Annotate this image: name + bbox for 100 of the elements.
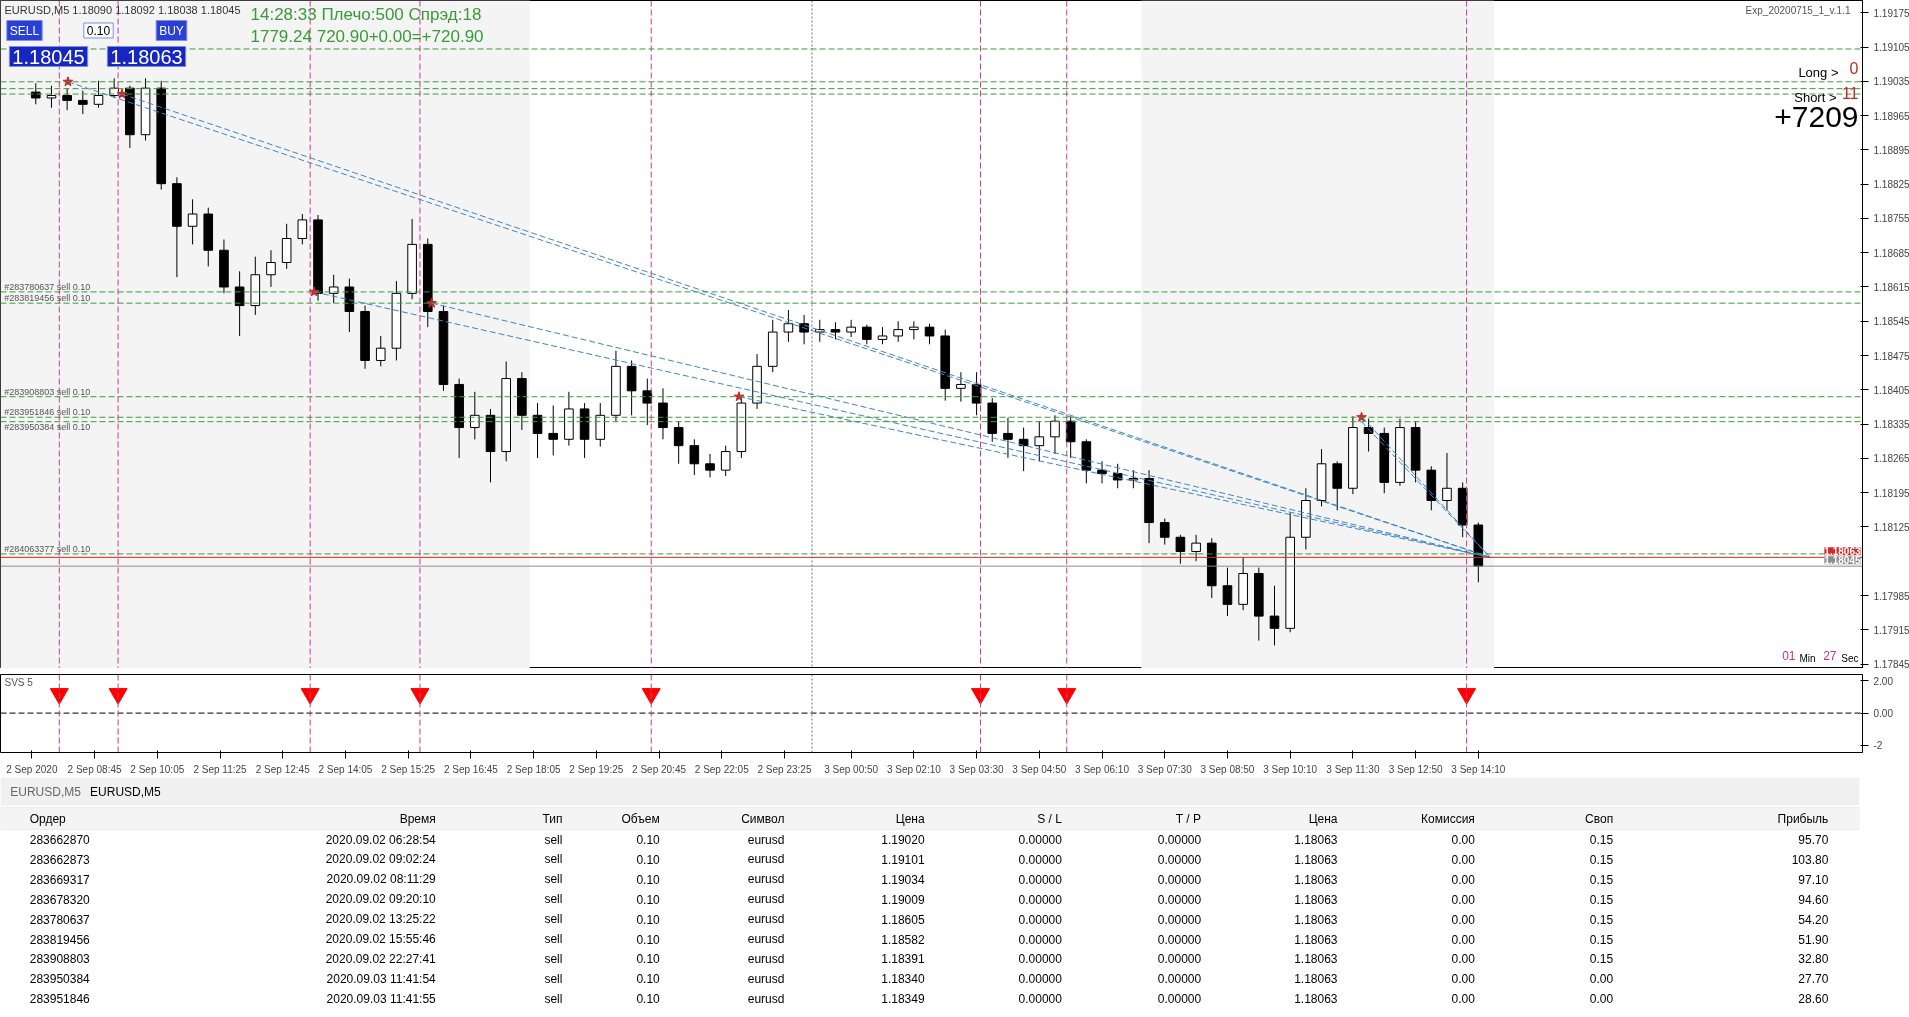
text: 0.00 — [1451, 852, 1476, 867]
x-tick-label: 3 Sep 14:10 — [1451, 763, 1506, 775]
text: 0.00 — [1451, 872, 1476, 887]
ref-line-label: #283908803 sell 0.10 — [4, 386, 91, 397]
text: sell — [544, 912, 563, 927]
text: Цена — [895, 811, 925, 826]
text: eurusd — [747, 971, 785, 986]
text: sell — [544, 832, 563, 847]
text: 283819456 — [29, 932, 91, 947]
text: 1.18063 — [1294, 852, 1338, 867]
y-tick-label: 1.17845 — [1873, 659, 1909, 671]
annotation: 1.18045 — [12, 45, 85, 68]
text: eurusd — [747, 991, 785, 1006]
text: 1.18582 — [881, 932, 925, 947]
ref-line-label: #283819456 sell 0.10 — [4, 293, 91, 304]
text: 0.00 — [1451, 932, 1476, 947]
x-tick-label: 3 Sep 11:30 — [1326, 763, 1380, 775]
x-tick-label: 3 Sep 04:50 — [1012, 763, 1067, 775]
text: 2020.09.02 22:27:41 — [325, 951, 437, 966]
chart-title: SVS 5 — [4, 676, 34, 688]
text: 1.18063 — [1294, 952, 1338, 967]
text: 0.10 — [636, 872, 661, 887]
text: 0.00 — [1589, 992, 1614, 1007]
ref-line-label: #284063377 sell 0.10 — [4, 543, 91, 554]
y-tick-label: 1.18965 — [1873, 110, 1909, 122]
text: 27.70 — [1798, 972, 1829, 987]
text: 51.90 — [1798, 932, 1829, 947]
text: 0.00 — [1451, 912, 1476, 927]
x-tick-label: 2 Sep 15:25 — [381, 763, 436, 775]
y-tick-label: 1.18335 — [1873, 419, 1909, 431]
y-tick-label: 1.19035 — [1873, 76, 1909, 88]
x-tick-label: 2 Sep 12:45 — [255, 763, 311, 775]
x-tick-label: 2 Sep 2020 — [6, 763, 58, 775]
text: eurusd — [747, 832, 785, 847]
annotation: Long > — [1798, 64, 1839, 80]
text: 0.00000 — [1018, 833, 1063, 847]
text: Комиссия — [1421, 811, 1475, 826]
y-tick-label: 1.19105 — [1873, 42, 1909, 54]
text: Своп — [1585, 811, 1614, 826]
text: 0.15 — [1589, 912, 1614, 927]
text: 0.00000 — [1018, 912, 1063, 927]
text: Время — [399, 811, 436, 826]
y-tick-label: 1.18125 — [1873, 521, 1909, 533]
x-tick-label: 2 Sep 19:25 — [569, 763, 624, 775]
text: 95.70 — [1798, 833, 1829, 847]
text: 0.00000 — [1018, 892, 1063, 907]
text: EURUSD,M5 — [10, 784, 82, 799]
y-tick-label: 0.00 — [1873, 708, 1894, 720]
text: 1.19009 — [881, 892, 925, 907]
x-tick-label: 2 Sep 22:05 — [694, 763, 750, 775]
text: 1.18063 — [1294, 872, 1338, 887]
text: 0.15 — [1589, 852, 1614, 867]
ref-line-label: 1.18063 — [1824, 546, 1861, 558]
annotation: Min — [1799, 652, 1816, 664]
text: 0.15 — [1589, 833, 1614, 847]
y-tick-label: 1.17985 — [1873, 590, 1909, 602]
text: 28.60 — [1798, 992, 1829, 1007]
text: 0.00000 — [1157, 872, 1202, 887]
text: eurusd — [747, 932, 785, 946]
text: 1.19101 — [881, 852, 925, 867]
text: 0.10 — [636, 833, 661, 847]
text: 0.10 — [636, 932, 661, 947]
x-tick-label: 2 Sep 10:05 — [130, 763, 185, 775]
y-tick-label: 1.18475 — [1873, 350, 1909, 362]
text: 0.00000 — [1157, 952, 1202, 967]
x-tick-label: 3 Sep 03:30 — [949, 763, 1004, 775]
text: Ордер — [29, 811, 67, 826]
text: 2020.09.02 09:20:10 — [325, 892, 437, 907]
ref-line-label: #283951846 sell 0.10 — [4, 407, 91, 418]
text: 2020.09.02 13:25:22 — [325, 912, 437, 927]
chart-title: EURUSD,M5 1.18090 1.18092 1.18038 1.18045 — [4, 3, 241, 16]
text: 0.00000 — [1018, 872, 1063, 887]
text: 2020.09.02 06:28:54 — [325, 832, 437, 847]
text: eurusd — [747, 912, 785, 927]
text: 283678320 — [29, 892, 91, 907]
text: 2020.09.03 11:41:55 — [326, 991, 437, 1006]
ref-line-label: #283950384 sell 0.10 — [4, 421, 91, 432]
text: 0.10 — [636, 972, 661, 987]
text: 0.00000 — [1018, 972, 1063, 987]
text: S / L — [1037, 811, 1063, 826]
text: 0.00000 — [1018, 952, 1063, 967]
text: sell — [544, 971, 563, 986]
annotation: 0 — [1849, 59, 1859, 77]
y-tick-label: -2 — [1873, 740, 1883, 752]
annotation: 11 — [1841, 84, 1859, 102]
text: 103.80 — [1791, 852, 1829, 867]
text: 1.18063 — [1294, 912, 1338, 927]
y-tick-label: 1.18895 — [1873, 144, 1909, 156]
text: eurusd — [747, 892, 785, 907]
text: 0.00000 — [1157, 932, 1202, 947]
text: 0.00 — [1451, 972, 1476, 987]
text: 54.20 — [1798, 912, 1829, 927]
x-tick-label: 3 Sep 02:10 — [886, 763, 942, 775]
text: 0.15 — [1589, 932, 1614, 947]
text: Объем — [621, 811, 660, 826]
text: 0.00 — [1451, 992, 1476, 1007]
text: 0.10 — [636, 852, 661, 867]
x-tick-label: 2 Sep 16:45 — [443, 763, 499, 775]
text: 0.15 — [1589, 872, 1614, 887]
ref-line-label: #283780637 sell 0.10 — [4, 281, 91, 292]
